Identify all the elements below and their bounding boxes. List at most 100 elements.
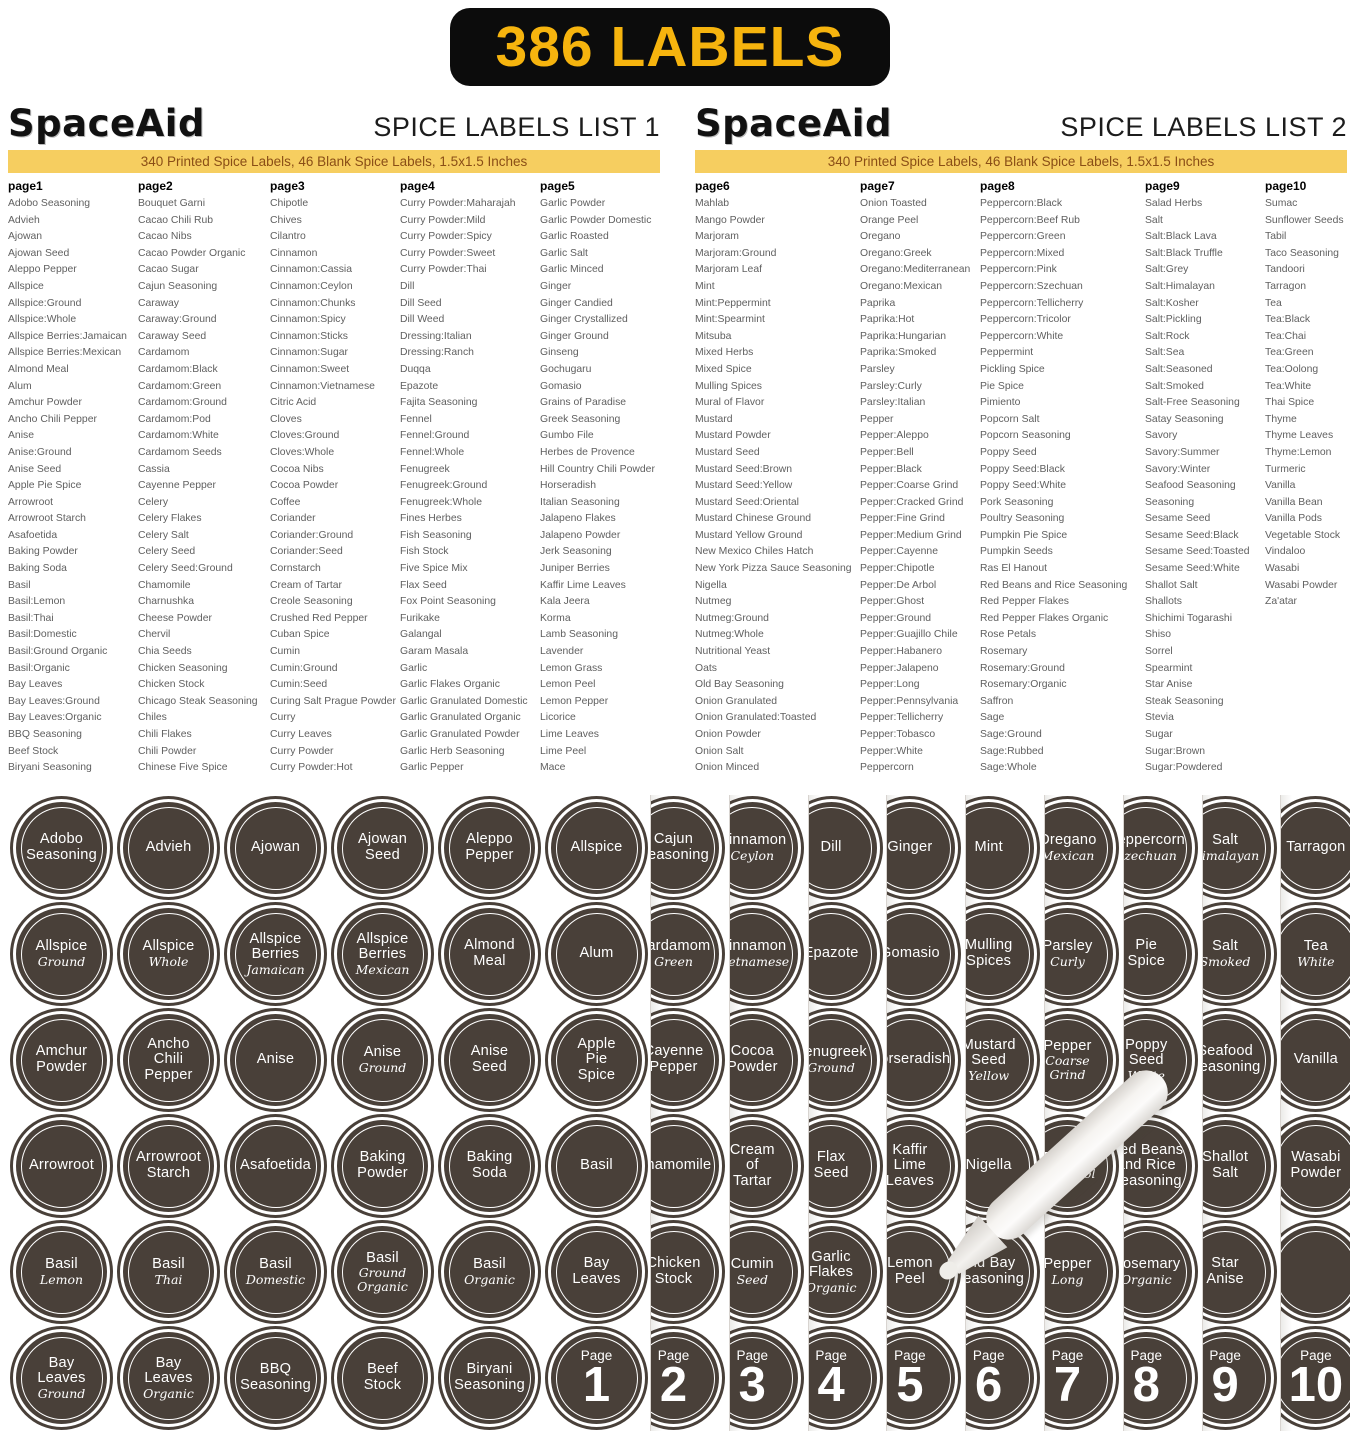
spice-list-item: Tea:Black (1265, 314, 1311, 326)
label-text-line: Seafood (1201, 1043, 1253, 1060)
spice-list-item: Stevia (1145, 712, 1174, 724)
spice-list-item: Mustard Chinese Ground (695, 513, 812, 525)
spice-list-item: Allspice Berries:Mexican (8, 347, 122, 359)
spice-list-item: Fennel (400, 413, 432, 425)
spice-list-item: Salt:Smoked (1145, 380, 1204, 392)
label-subtext-line: Thai (154, 1272, 183, 1288)
spice-list-item: Salt:Sea (1145, 347, 1185, 359)
spice-list-item: Lemon Pepper (540, 695, 609, 707)
label-subtext-line: Yellow (968, 1067, 1010, 1083)
label-subtext-line: White (1297, 954, 1335, 970)
spice-list-item: Pepper:Black (860, 463, 922, 475)
spice-list-item: Kala Jeera (540, 596, 590, 608)
spice-list-item: Garlic Granulated Powder (400, 729, 520, 740)
spice-list-item: Curing Salt Prague Powder (270, 695, 396, 707)
spice-list-item: Cream of Tartar (270, 579, 342, 591)
sheet-cell: Almond Meal (436, 901, 543, 1007)
label-text-line: Ginger (887, 839, 933, 856)
spice-list-item: Gochugaru (540, 363, 592, 375)
sheet-strip: Page 10 (1280, 1325, 1350, 1431)
label-text-line: Allspice (249, 930, 302, 947)
spice-list-item: Alum (8, 380, 32, 392)
spice-list-item: Cumin (270, 646, 301, 658)
page-column-header: page4 (400, 179, 435, 193)
spice-list-item: Fish Stock (400, 546, 449, 558)
spice-list-item: Garlic Powder (540, 198, 606, 209)
spice-list-item: Shiso (1145, 629, 1171, 641)
label-text-line: Pepper (650, 1059, 698, 1075)
sheet-cell: Beef Stock (329, 1325, 436, 1431)
sheet-cell: Basil Thai (115, 1219, 222, 1325)
page-column: page1 Adobo Seasoning Advieh Ajowan Ajowan S… (8, 179, 138, 777)
spice-label-circle: Baking Soda (438, 1114, 541, 1218)
sheet-strip: Salt Smoked (1201, 901, 1281, 1007)
spice-label-circle: CardamomGreen (650, 902, 725, 1006)
sheet-strip (1280, 1219, 1350, 1325)
label-text-line: Allspice (35, 938, 88, 955)
sheet-cell: Alum (543, 901, 650, 1007)
label-text-line: Pie (585, 1051, 608, 1068)
label-text-line: Tarragon (1286, 839, 1346, 856)
spice-list-item: Ajowan (8, 231, 43, 243)
label-subtext-line: Domestic (245, 1272, 306, 1288)
page-word: Page (736, 1348, 769, 1363)
spice-list-item: Peppercorn:Tricolor (980, 314, 1071, 326)
label-text-line: Leaves (572, 1271, 621, 1287)
spice-list-item: Pepper:Habanero (860, 646, 943, 658)
label-text-line: Seed (365, 847, 400, 863)
label-subtext-line: Coarse (1045, 1053, 1090, 1069)
spice-list-item: Celery Salt (138, 529, 189, 541)
label-subtext-line: Organic (464, 1272, 515, 1288)
spice-list-item: Salt:Kosher (1145, 297, 1199, 309)
label-text-line: Star (1211, 1255, 1239, 1272)
spice-list-item: Rose Petals (980, 629, 1037, 641)
spice-list-item: Cinnamon:Spicy (270, 314, 346, 326)
spice-list-item: Basil:Domestic (8, 629, 77, 641)
label-text-line: Salt (1212, 832, 1239, 849)
label-text-line: Starch (146, 1165, 191, 1181)
label-text-line: Cocoa (730, 1043, 774, 1060)
spice-list-item: Shallots (1145, 596, 1182, 608)
spice-list-item: Cumin:Seed (270, 679, 328, 691)
spice-list-item: Tarragon (1265, 280, 1307, 292)
spice-list-item: Popcorn Seasoning (980, 430, 1071, 442)
spice-list-item: Bay Leaves:Organic (8, 712, 102, 724)
label-text-line: Anise (363, 1044, 402, 1061)
spice-list-item: Sesame Seed:White (1145, 563, 1240, 575)
sheet-cell: Bay Leaves Organic (115, 1325, 222, 1431)
sheet-cell: Basil Domestic (222, 1219, 329, 1325)
labels-count-banner: 386 LABELS (450, 8, 890, 86)
spice-list-item: Curry Powder:Mild (400, 214, 486, 226)
spice-list-item: Old Bay Seasoning (695, 679, 784, 691)
label-text-line: Meal (473, 953, 506, 969)
page-word: Page (1130, 1348, 1163, 1363)
page-number-label: Page 4 (808, 1326, 883, 1430)
sheet-strip: CinnamonVietnamese (728, 901, 808, 1007)
spice-list-item: Horseradish (540, 480, 597, 492)
page-column: page8 Peppercorn:Black Peppercorn:Beef Rub… (980, 179, 1145, 777)
spice-list-item: Garlic Granulated Domestic (400, 695, 528, 707)
spice-list-item: Hill Country Chili Powder (540, 463, 655, 475)
label-text-line: Seasoning (651, 847, 709, 863)
spice-label-circle: Basil Domestic (224, 1220, 327, 1324)
page-columns: page6 Mahlab Mango Powder Marjoram Marjoram:… (695, 179, 1347, 777)
spice-list-item: Salad Herbs (1145, 198, 1203, 209)
spice-label-circle: Bay Leaves Ground (10, 1326, 113, 1430)
label-text-line: Flakes (808, 1264, 854, 1281)
spice-list-item: Paprika:Smoked (860, 347, 937, 359)
label-text-line: Aleppo (466, 831, 513, 848)
spice-label-circle: Arrowroot Starch (117, 1114, 220, 1218)
spice-list-item: Celery Flakes (138, 513, 202, 525)
label-text-line: Seed (971, 1052, 1007, 1069)
spice-list-item: Mustard Seed:Brown (695, 463, 793, 475)
sheet-strip: Oregano Mexican (1043, 795, 1123, 901)
spice-list-item: Taco Seasoning (1265, 247, 1339, 259)
spice-list-item: Allspice Berries:Jamaican (8, 330, 127, 342)
spice-list-item: Curry Powder:Hot (270, 762, 353, 774)
spice-list-item: Pork Seasoning (980, 496, 1054, 508)
spice-list-item: Onion Minced (695, 762, 760, 774)
spice-list-item: Pepper:Guajillo Chile (860, 629, 958, 641)
spice-list-item: Tabil (1265, 231, 1287, 243)
label-subtext-line: Szechuan (1124, 848, 1177, 864)
